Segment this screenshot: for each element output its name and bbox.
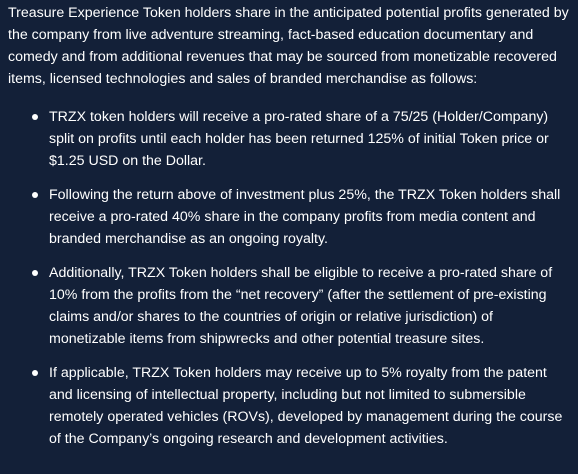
- token-profit-share-text: Treasure Experience Token holders share …: [8, 5, 572, 450]
- intro-paragraph: Treasure Experience Token holders share …: [8, 5, 569, 87]
- list-item: Additionally, TRZX Token holders shall b…: [8, 262, 572, 350]
- list-item-text: TRZX token holders will receive a pro-ra…: [49, 109, 549, 169]
- profit-share-list: TRZX token holders will receive a pro-ra…: [8, 106, 572, 450]
- bullet-icon: [32, 270, 38, 276]
- list-item-text: If applicable, TRZX Token holders may re…: [49, 365, 563, 447]
- list-item: TRZX token holders will receive a pro-ra…: [8, 106, 572, 172]
- list-item-text: Additionally, TRZX Token holders shall b…: [49, 265, 553, 347]
- list-item: Following the return above of investment…: [8, 184, 572, 250]
- list-item: If applicable, TRZX Token holders may re…: [8, 362, 572, 450]
- list-item-text: Following the return above of investment…: [49, 187, 561, 247]
- bullet-icon: [32, 114, 38, 120]
- bullet-icon: [32, 192, 38, 198]
- bullet-icon: [32, 370, 38, 376]
